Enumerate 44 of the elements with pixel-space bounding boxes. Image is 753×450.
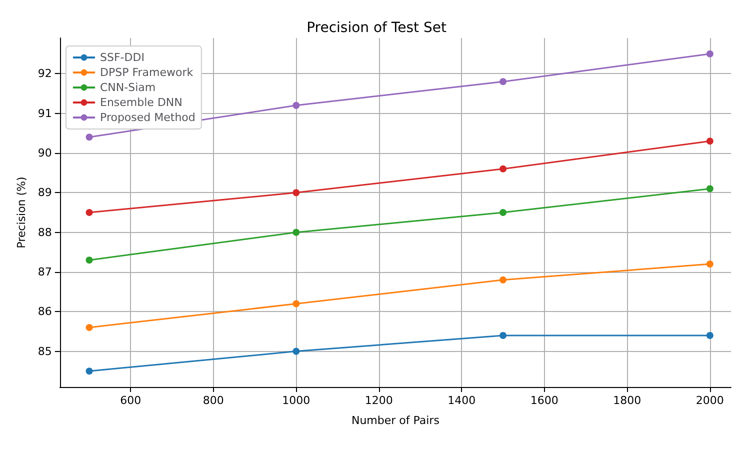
point [500,78,507,86]
x-axis-title: Number of Pairs [351,414,440,427]
point [292,300,300,308]
y-tick-label: 91 [38,106,52,120]
point [292,228,300,236]
legend-label: Proposed Method [100,111,196,124]
x-tick-label: 800 [202,394,224,407]
x-tick-label: 1600 [530,394,558,407]
y-tick-label: 88 [38,226,52,239]
point [86,209,93,216]
x-tick-label: 1800 [613,394,642,407]
x-tick-label: 2000 [696,394,724,407]
point [86,368,93,375]
legend-label: CNN-Siam [100,81,156,94]
x-tick-label: 1400 [448,394,476,407]
point [292,189,300,196]
point [706,138,714,145]
point [86,134,93,141]
legend-label: DPSP Framework [100,66,194,79]
x-tick-label: 1000 [282,394,310,407]
y-tick-label: 90 [38,146,52,160]
point [706,185,714,192]
point [706,260,714,268]
legend-label: Ensemble DNN [100,96,182,109]
legend-label: SSF-DDI [100,51,144,64]
x-tick-label: 600 [120,394,142,407]
point [500,276,507,284]
y-tick-label: 89 [38,186,52,200]
point [706,50,714,58]
point [292,348,300,355]
y-tick-label: 92 [38,67,52,80]
y-axis-title: Precision (%) [15,176,28,248]
point [292,102,300,109]
point [500,209,507,216]
y-tick-label: 87 [38,265,52,278]
point [500,165,507,172]
x-tick-label: 1200 [364,394,393,407]
point [86,324,93,332]
point [86,256,93,264]
chart-title: Precision of Test Set [306,20,447,36]
point [706,332,714,339]
y-tick-label: 86 [38,305,52,318]
point [500,332,507,339]
y-tick-label: 85 [38,344,52,358]
